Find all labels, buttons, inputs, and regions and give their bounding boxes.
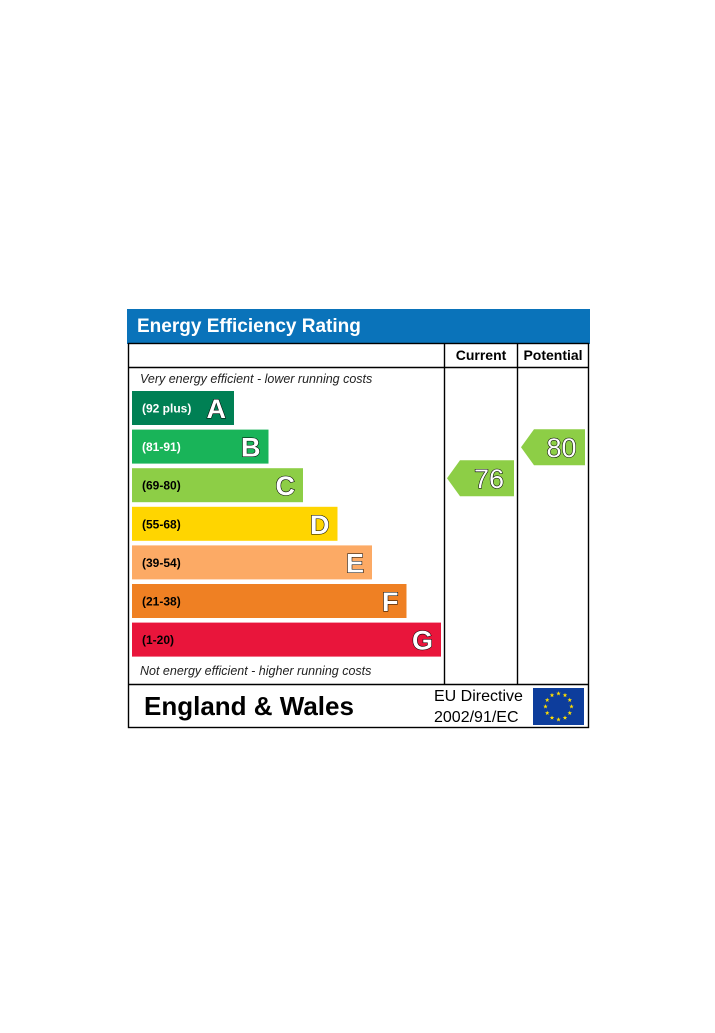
band-letter: E [346, 548, 364, 578]
band-f: (21-38) F [132, 584, 407, 618]
band-g: (1-20) G [132, 622, 441, 657]
current-rating-arrow [447, 460, 514, 497]
band-letter: A [207, 394, 227, 424]
eu-star-icon [556, 717, 561, 722]
eu-star-icon [549, 692, 555, 698]
band-letter: G [412, 626, 433, 656]
potential-rating: 80 [521, 429, 585, 466]
chart-title: Energy Efficiency Rating [137, 316, 361, 337]
current-rating: 76 [447, 460, 514, 497]
band-range-label: (92 plus) [142, 402, 191, 416]
band-b: (81-91) B [132, 429, 269, 464]
current-column-header: Current [456, 347, 507, 363]
potential-rating-value: 80 [546, 433, 576, 463]
current-rating-value: 76 [474, 464, 504, 494]
band-bar [132, 584, 407, 618]
band-letter: D [310, 510, 330, 540]
eu-star-icon [544, 697, 550, 702]
band-bar [132, 391, 234, 425]
eu-star-icon [567, 697, 573, 702]
band-bar [132, 506, 338, 541]
band-range-label: (55-68) [142, 517, 181, 531]
top-caption: Very energy efficient - lower running co… [140, 372, 372, 386]
band-bar [132, 545, 372, 580]
band-range-label: (39-54) [142, 556, 181, 570]
chart-frame [127, 342, 590, 729]
band-letter: F [382, 587, 399, 617]
eu-star-icon [544, 710, 550, 715]
eu-star-icon [562, 715, 568, 720]
band-c: (69-80) C [132, 468, 303, 503]
band-a: (92 plus) A [132, 391, 234, 425]
eu-star-icon [549, 715, 555, 720]
eu-star-icon [569, 704, 574, 709]
eu-directive-line1: EU Directive [434, 688, 523, 705]
eu-star-icon [562, 692, 568, 698]
bottom-caption: Not energy efficient - higher running co… [140, 664, 371, 678]
eu-directive-line2: 2002/91/EC [434, 709, 519, 726]
eu-star-icon [543, 704, 548, 709]
band-range-label: (69-80) [142, 479, 181, 493]
band-bar [132, 468, 303, 503]
eu-flag-icon [533, 688, 584, 725]
eu-star-icon [556, 691, 561, 696]
band-e: (39-54) E [132, 545, 372, 580]
title-bar [127, 309, 590, 344]
rating-markers: 76 80 [447, 429, 585, 497]
band-range-label: (21-38) [142, 595, 181, 609]
band-letter: C [276, 471, 296, 501]
potential-rating-arrow [521, 429, 585, 466]
rating-bands: (92 plus) A (81-91) B (69-80) C (55-68) D (39-54… [132, 391, 441, 657]
region-label: England & Wales [144, 691, 354, 721]
band-range-label: (1-20) [142, 633, 174, 647]
band-d: (55-68) D [132, 506, 338, 541]
eu-star-icon [567, 710, 573, 715]
band-range-label: (81-91) [142, 440, 181, 454]
potential-column-header: Potential [523, 347, 582, 363]
band-bar [132, 429, 269, 464]
band-letter: B [241, 433, 261, 463]
band-bar [132, 622, 441, 657]
